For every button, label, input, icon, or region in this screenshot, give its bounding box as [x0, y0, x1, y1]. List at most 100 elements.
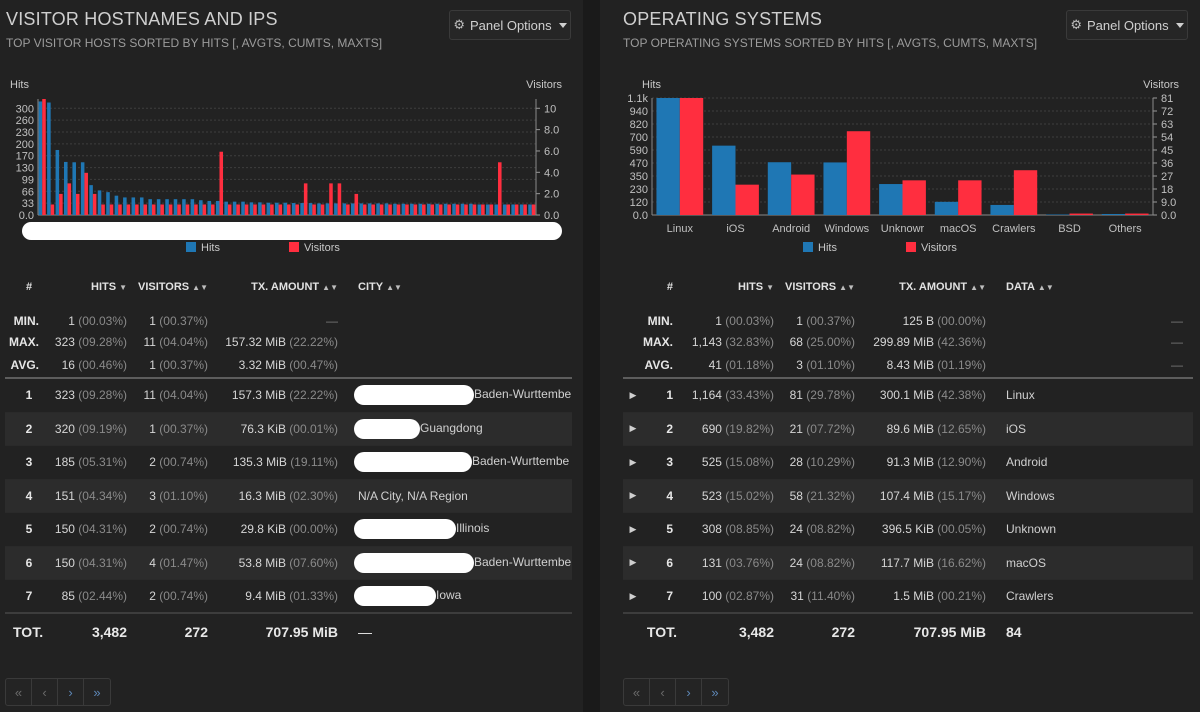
- visitors-bar: [679, 98, 704, 215]
- col-visitors[interactable]: VISITORS ▲▼: [785, 281, 855, 293]
- hits-bar: [528, 204, 532, 215]
- row-city: Iowa: [346, 579, 572, 614]
- table-row[interactable]: 4 151 (04.34%) 3 (01.10%) 16.3 MiB (02.30%)…: [5, 479, 572, 513]
- expand-arrow-icon[interactable]: ▶: [623, 412, 643, 446]
- hits-bar: [38, 101, 43, 215]
- legend-swatch-hits: [186, 242, 196, 252]
- row-index: 4: [643, 479, 687, 513]
- table-row[interactable]: 2 320 (09.19%) 1 (00.37%) 76.3 KiB (00.01%)…: [5, 412, 572, 446]
- next-page-button[interactable]: ›: [676, 679, 702, 705]
- y-tick-left: 590: [630, 145, 648, 157]
- row-index: 2: [5, 412, 53, 446]
- col-data[interactable]: DATA ▲▼: [1006, 281, 1054, 293]
- visitors-bar: [1069, 213, 1093, 215]
- hits-bar: [241, 201, 245, 215]
- row-visitors: 11 (04.04%): [135, 378, 216, 413]
- prev-page-button[interactable]: ‹: [32, 679, 58, 705]
- table-row[interactable]: 3 185 (05.31%) 2 (00.74%) 135.3 MiB (19.11%…: [5, 445, 572, 480]
- hits-bar: [452, 203, 456, 215]
- visitors-bar: [151, 204, 156, 215]
- row-index: 3: [5, 445, 53, 480]
- col-hits[interactable]: HITS ▼: [91, 281, 127, 293]
- table-row[interactable]: ▶ 6 131 (03.76%) 24 (08.82%) 117.7 MiB (16.6…: [623, 546, 1193, 580]
- y-tick-left: 1.1k: [627, 93, 648, 105]
- visitor-hostnames-panel: VISITOR HOSTNAMES AND IPS TOP VISITOR HO…: [0, 0, 583, 712]
- total-row: TOT. 3,482 272 707.95 MiB 84: [623, 612, 1193, 649]
- sort-desc-icon: ▼: [119, 283, 127, 292]
- hits-bar: [519, 204, 524, 215]
- prev-page-button[interactable]: ‹: [650, 679, 676, 705]
- summary-row-avg: AVG. 16 (00.46%) 1 (00.37%) 3.32 MiB (00…: [10, 358, 338, 373]
- first-page-button[interactable]: «: [624, 679, 650, 705]
- last-page-button[interactable]: »: [711, 684, 719, 700]
- hits-bar: [232, 201, 237, 215]
- hits-bar: [401, 203, 406, 215]
- hits-bar: [317, 203, 321, 215]
- y-tick-left: 230: [16, 127, 34, 139]
- expand-arrow-icon[interactable]: ▶: [623, 512, 643, 547]
- y-tick-left: 300: [16, 103, 34, 115]
- y-tick-right: 36: [1161, 158, 1173, 170]
- hits-bar: [934, 201, 959, 215]
- panel-title: VISITOR HOSTNAMES AND IPS: [6, 9, 278, 29]
- row-tx: 135.3 MiB (19.11%): [216, 445, 346, 480]
- row-city: Baden-Wurttembe: [346, 546, 572, 580]
- col-tx-amount[interactable]: TX. AMOUNT ▲▼: [251, 281, 338, 293]
- legend-label-hits: Hits: [201, 242, 220, 254]
- visitors-bar: [489, 204, 494, 215]
- col-index: #: [666, 281, 673, 293]
- panel-options-button[interactable]: ⚙ Panel Options: [1066, 10, 1188, 40]
- expand-arrow-icon[interactable]: ▶: [623, 579, 643, 614]
- row-tx: 9.4 MiB (01.33%): [216, 579, 346, 614]
- table-row[interactable]: 5 150 (04.31%) 2 (00.74%) 29.8 KiB (00.00%)…: [5, 512, 572, 547]
- summary-row-max: MAX. 1,143 (32.83%) 68 (25.00%) 299.89 M…: [643, 335, 1183, 350]
- hits-bar: [359, 203, 363, 215]
- table-row[interactable]: ▶ 3 525 (15.08%) 28 (10.29%) 91.3 MiB (12.90…: [623, 445, 1193, 480]
- visitors-bar: [371, 204, 375, 215]
- panel-options-button[interactable]: ⚙ Panel Options: [449, 10, 571, 40]
- expand-arrow-icon[interactable]: ▶: [623, 445, 643, 480]
- y-axis-label-left: Hits: [642, 79, 661, 91]
- expand-arrow-icon[interactable]: ▶: [623, 546, 643, 580]
- hits-bar: [1046, 214, 1070, 215]
- next-page-button[interactable]: ›: [58, 679, 84, 705]
- expand-arrow-icon[interactable]: ▶: [623, 378, 643, 413]
- hits-bar: [283, 202, 287, 215]
- visitors-bar: [379, 204, 384, 215]
- visitors-bar: [455, 204, 460, 215]
- visitors-bar: [109, 204, 114, 215]
- table-row[interactable]: ▶ 1 1,164 (33.43%) 81 (29.78%) 300.1 MiB (42…: [623, 378, 1193, 413]
- col-tx-amount[interactable]: TX. AMOUNT ▲▼: [899, 281, 986, 293]
- row-data: Crawlers: [994, 579, 1193, 614]
- col-visitors[interactable]: VISITORS ▲▼: [138, 281, 208, 293]
- col-index: #: [25, 281, 33, 293]
- legend-swatch-hits: [803, 242, 813, 252]
- last-page-button[interactable]: »: [93, 684, 101, 700]
- row-tx: 29.8 KiB (00.00%): [216, 512, 346, 547]
- row-hits: 185 (05.31%): [53, 445, 135, 480]
- hits-bar: [502, 204, 507, 215]
- col-city[interactable]: CITY ▲▼: [358, 281, 402, 293]
- y-tick-right: 81: [1161, 93, 1173, 105]
- redacted-hostname: [354, 452, 472, 473]
- table-row[interactable]: ▶ 5 308 (08.85%) 24 (08.82%) 396.5 KiB (00.0…: [623, 512, 1193, 547]
- row-hits: 690 (19.82%): [687, 412, 782, 446]
- table-row[interactable]: 6 150 (04.31%) 4 (01.47%) 53.8 MiB (07.60%)…: [5, 546, 572, 580]
- sort-icon: ▲▼: [386, 283, 402, 292]
- table-row[interactable]: ▶ 2 690 (19.82%) 21 (07.72%) 89.6 MiB (12.65…: [623, 412, 1193, 446]
- y-tick-left: 350: [630, 171, 648, 183]
- row-hits: 150 (04.31%): [53, 512, 135, 547]
- expand-arrow-icon[interactable]: ▶: [623, 479, 643, 513]
- table-row[interactable]: ▶ 4 523 (15.02%) 58 (21.32%) 107.4 MiB (15.1…: [623, 479, 1193, 513]
- y-tick-left: 170: [16, 151, 34, 163]
- col-hits[interactable]: HITS ▼: [738, 281, 774, 293]
- first-page-button[interactable]: «: [6, 679, 32, 705]
- legend-label-hits: Hits: [818, 242, 837, 254]
- table-row[interactable]: 7 85 (02.44%) 2 (00.74%) 9.4 MiB (01.33%) Io…: [5, 579, 572, 614]
- redacted-hostname: [354, 586, 436, 606]
- table-row[interactable]: ▶ 7 100 (02.87%) 31 (11.40%) 1.5 MiB (00.21%…: [623, 579, 1193, 614]
- hits-bar: [131, 197, 136, 215]
- visitors-bar: [59, 193, 63, 215]
- table-row[interactable]: 1 323 (09.28%) 11 (04.04%) 157.3 MiB (22.22…: [5, 378, 572, 413]
- gear-icon: ⚙: [453, 17, 465, 32]
